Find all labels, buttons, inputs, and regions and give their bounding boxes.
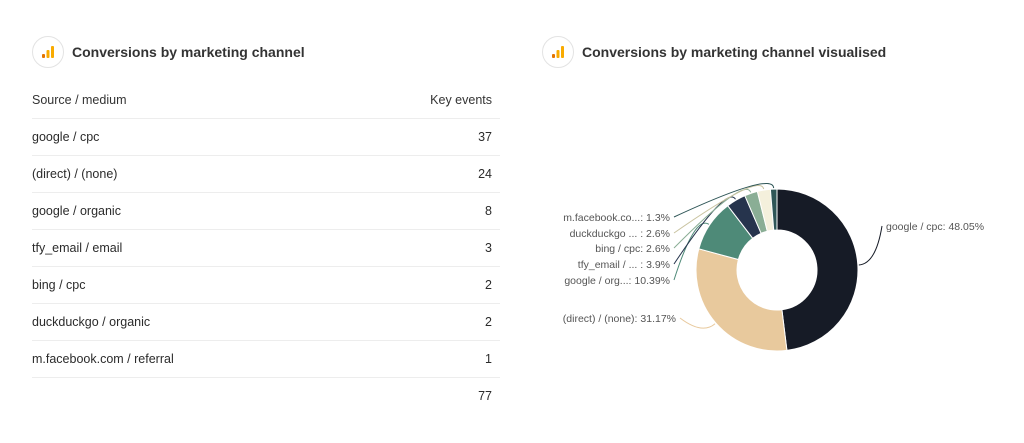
- total-label-cell: [32, 378, 345, 415]
- table-header-row: Source / medium Key events: [32, 82, 500, 119]
- source-cell: bing / cpc: [32, 266, 346, 304]
- source-cell: tfy_email / email: [32, 229, 346, 267]
- donut-slices: [695, 188, 859, 352]
- leader-line: [673, 182, 775, 218]
- source-cell: google / organic: [32, 192, 346, 230]
- key-events-cell: 1: [345, 340, 500, 378]
- table-row: duckduckgo / organic 2: [32, 303, 500, 341]
- donut-chart: google / cpc: 48.05% (direct) / (none): 3…: [563, 182, 984, 352]
- total-row: 77: [32, 378, 500, 415]
- leader-lines: [673, 182, 883, 329]
- donut-slice[interactable]: [695, 248, 788, 352]
- channel-table: Source / medium Key events google / cpc …: [32, 82, 500, 414]
- table-row: bing / cpc 2: [32, 266, 500, 304]
- source-cell: google / cpc: [32, 118, 346, 156]
- leader-line: [858, 225, 883, 266]
- donut-slice[interactable]: [776, 188, 859, 351]
- analytics-bars-icon: [32, 36, 64, 68]
- left-panel-header: Conversions by marketing channel: [32, 36, 305, 68]
- donut-slice[interactable]: [769, 188, 778, 231]
- column-header-source[interactable]: Source / medium: [32, 82, 346, 119]
- table-row: tfy_email / email 3: [32, 229, 500, 267]
- leader-line: [673, 188, 752, 249]
- key-events-cell: 8: [345, 192, 500, 230]
- table-row: m.facebook.com / referral 1: [32, 340, 500, 378]
- key-events-cell: 2: [345, 303, 500, 341]
- total-value-cell: 77: [478, 389, 492, 403]
- slice-label: tfy_email / ... : 3.9%: [578, 259, 670, 271]
- slice-label: bing / cpc: 2.6%: [595, 243, 670, 255]
- leader-line: [673, 222, 710, 281]
- key-events-cell: 24: [345, 155, 500, 193]
- source-cell: (direct) / (none): [32, 155, 346, 193]
- analytics-bars-icon: [542, 36, 574, 68]
- key-events-cell: 2: [345, 266, 500, 304]
- slice-label: google / org...: 10.39%: [564, 275, 670, 287]
- table-row: (direct) / (none) 24: [32, 155, 500, 193]
- source-cell: m.facebook.com / referral: [32, 340, 346, 378]
- slice-label: m.facebook.co...: 1.3%: [563, 212, 670, 224]
- key-events-cell: 3: [345, 229, 500, 267]
- slice-label: google / cpc: 48.05%: [886, 221, 984, 233]
- source-cell: duckduckgo / organic: [32, 303, 346, 341]
- slice-labels: google / cpc: 48.05% (direct) / (none): 3…: [563, 212, 984, 325]
- key-events-cell: 37: [345, 118, 500, 156]
- table-row: google / cpc 37: [32, 118, 500, 156]
- slice-label: duckduckgo ... : 2.6%: [570, 228, 670, 240]
- panel-title: Conversions by marketing channel: [72, 44, 305, 60]
- leader-line: [679, 317, 716, 329]
- leader-line: [673, 185, 765, 234]
- slice-label: (direct) / (none): 31.17%: [563, 313, 676, 325]
- column-header-key-events[interactable]: Key events: [345, 82, 500, 119]
- table-row: google / organic 8: [32, 192, 500, 230]
- right-panel-header: Conversions by marketing channel visuali…: [542, 36, 886, 68]
- panel-title: Conversions by marketing channel visuali…: [582, 44, 887, 60]
